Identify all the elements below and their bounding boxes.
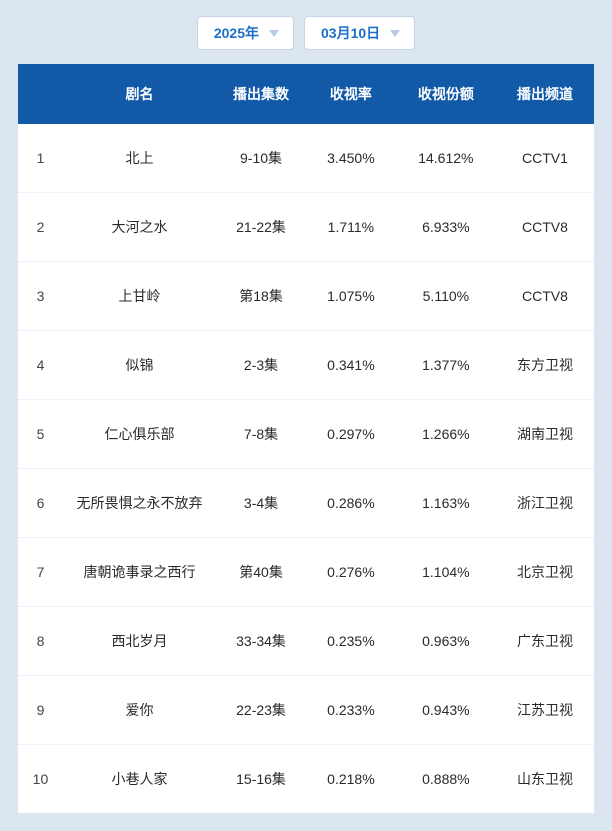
date-selector-label: 03月10日 bbox=[321, 23, 380, 43]
cell-share: 14.612% bbox=[396, 124, 496, 193]
cell-rank: 5 bbox=[18, 400, 63, 469]
cell-rank: 7 bbox=[18, 538, 63, 607]
year-selector-label: 2025年 bbox=[214, 23, 259, 43]
year-selector-button[interactable]: 2025年 bbox=[197, 16, 294, 50]
cell-title: 似锦 bbox=[63, 331, 216, 400]
cell-channel: 浙江卫视 bbox=[496, 469, 594, 538]
cell-episodes: 第40集 bbox=[216, 538, 306, 607]
cell-channel: 广东卫视 bbox=[496, 607, 594, 676]
cell-channel: 北京卫视 bbox=[496, 538, 594, 607]
column-header-episodes: 播出集数 bbox=[216, 64, 306, 124]
cell-title: 大河之水 bbox=[63, 193, 216, 262]
chevron-down-icon bbox=[390, 30, 400, 37]
cell-episodes: 21-22集 bbox=[216, 193, 306, 262]
cell-title: 北上 bbox=[63, 124, 216, 193]
table-row: 1 北上 9-10集 3.450% 14.612% CCTV1 bbox=[18, 124, 594, 193]
cell-title: 爱你 bbox=[63, 676, 216, 745]
cell-rank: 8 bbox=[18, 607, 63, 676]
ratings-table-header: 剧名 播出集数 收视率 收视份额 播出频道 bbox=[18, 64, 594, 124]
cell-rank: 9 bbox=[18, 676, 63, 745]
table-row: 7 唐朝诡事录之西行 第40集 0.276% 1.104% 北京卫视 bbox=[18, 538, 594, 607]
cell-channel: 湖南卫视 bbox=[496, 400, 594, 469]
cell-channel: CCTV1 bbox=[496, 124, 594, 193]
cell-share: 1.377% bbox=[396, 331, 496, 400]
cell-rating: 0.341% bbox=[306, 331, 396, 400]
cell-episodes: 3-4集 bbox=[216, 469, 306, 538]
cell-title: 唐朝诡事录之西行 bbox=[63, 538, 216, 607]
ratings-table-body: 1 北上 9-10集 3.450% 14.612% CCTV1 2 大河之水 2… bbox=[18, 124, 594, 813]
cell-episodes: 第18集 bbox=[216, 262, 306, 331]
cell-rank: 2 bbox=[18, 193, 63, 262]
cell-episodes: 33-34集 bbox=[216, 607, 306, 676]
table-row: 5 仁心俱乐部 7-8集 0.297% 1.266% 湖南卫视 bbox=[18, 400, 594, 469]
cell-rank: 4 bbox=[18, 331, 63, 400]
date-controls: 2025年 03月10日 bbox=[18, 16, 594, 50]
cell-share: 6.933% bbox=[396, 193, 496, 262]
cell-rank: 3 bbox=[18, 262, 63, 331]
cell-title: 上甘岭 bbox=[63, 262, 216, 331]
table-row: 2 大河之水 21-22集 1.711% 6.933% CCTV8 bbox=[18, 193, 594, 262]
table-row: 8 西北岁月 33-34集 0.235% 0.963% 广东卫视 bbox=[18, 607, 594, 676]
column-header-title: 剧名 bbox=[63, 64, 216, 124]
table-row: 9 爱你 22-23集 0.233% 0.943% 江苏卫视 bbox=[18, 676, 594, 745]
cell-rank: 6 bbox=[18, 469, 63, 538]
cell-share: 1.163% bbox=[396, 469, 496, 538]
date-selector-button[interactable]: 03月10日 bbox=[304, 16, 415, 50]
cell-episodes: 2-3集 bbox=[216, 331, 306, 400]
cell-channel: CCTV8 bbox=[496, 262, 594, 331]
chevron-down-icon bbox=[269, 30, 279, 37]
cell-title: 西北岁月 bbox=[63, 607, 216, 676]
cell-rating: 0.297% bbox=[306, 400, 396, 469]
ratings-table: 剧名 播出集数 收视率 收视份额 播出频道 1 北上 9-10集 3.450% … bbox=[18, 64, 594, 813]
cell-channel: CCTV8 bbox=[496, 193, 594, 262]
cell-share: 5.110% bbox=[396, 262, 496, 331]
cell-title: 仁心俱乐部 bbox=[63, 400, 216, 469]
cell-channel: 东方卫视 bbox=[496, 331, 594, 400]
cell-title: 无所畏惧之永不放弃 bbox=[63, 469, 216, 538]
cell-share: 1.104% bbox=[396, 538, 496, 607]
table-row: 3 上甘岭 第18集 1.075% 5.110% CCTV8 bbox=[18, 262, 594, 331]
cell-channel: 江苏卫视 bbox=[496, 676, 594, 745]
column-header-share: 收视份额 bbox=[396, 64, 496, 124]
cell-episodes: 9-10集 bbox=[216, 124, 306, 193]
cell-rating: 0.286% bbox=[306, 469, 396, 538]
cell-rating: 0.235% bbox=[306, 607, 396, 676]
cell-rating: 3.450% bbox=[306, 124, 396, 193]
cell-rank: 1 bbox=[18, 124, 63, 193]
cell-rating: 1.075% bbox=[306, 262, 396, 331]
cell-episodes: 22-23集 bbox=[216, 676, 306, 745]
cell-episodes: 7-8集 bbox=[216, 400, 306, 469]
column-header-rank bbox=[18, 64, 63, 124]
cell-share: 1.266% bbox=[396, 400, 496, 469]
table-row: 4 似锦 2-3集 0.341% 1.377% 东方卫视 bbox=[18, 331, 594, 400]
cell-rating: 0.233% bbox=[306, 676, 396, 745]
cell-rating: 1.711% bbox=[306, 193, 396, 262]
cell-share: 0.963% bbox=[396, 607, 496, 676]
table-row: 6 无所畏惧之永不放弃 3-4集 0.286% 1.163% 浙江卫视 bbox=[18, 469, 594, 538]
column-header-channel: 播出频道 bbox=[496, 64, 594, 124]
column-header-rating: 收视率 bbox=[306, 64, 396, 124]
cell-share: 0.943% bbox=[396, 676, 496, 745]
cell-rating: 0.276% bbox=[306, 538, 396, 607]
